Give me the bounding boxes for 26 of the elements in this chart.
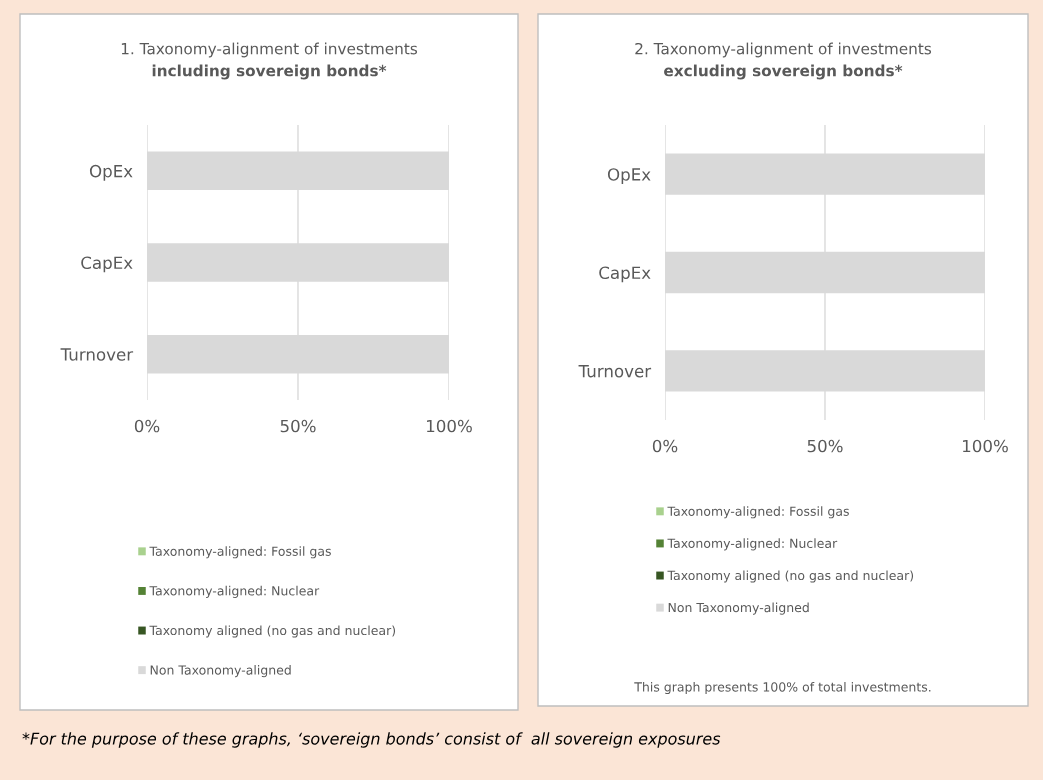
x-tick-label: 100%	[427, 419, 472, 433]
legend-label: Taxonomy-aligned: Nuclear	[149, 585, 320, 598]
x-tick-label: 0%	[652, 439, 678, 453]
x-tick-label: 0%	[134, 419, 160, 433]
chart-title: 2. Taxonomy-alignment of investments	[635, 42, 932, 58]
y-tick-label: OpEx	[89, 164, 133, 181]
y-tick-label: CapEx	[81, 256, 133, 273]
y-tick-label: CapEx	[599, 266, 651, 283]
text: *For the purpose of these graphs, ‘sovereign bonds’ consist of all sovereign exposures	[22, 732, 721, 748]
x-tick-label: 100%	[963, 439, 1008, 453]
y-tick-label: Turnover	[60, 348, 134, 361]
x-tick-label: 50%	[807, 439, 843, 453]
chart-subtitle: excluding sovereign bonds*	[664, 64, 903, 80]
legend-label: Taxonomy-aligned: Nuclear	[667, 538, 838, 551]
x-tick-label: 50%	[280, 419, 316, 433]
legend-label: Taxonomy aligned (no gas and nuclear)	[667, 570, 914, 583]
legend-label: Non Taxonomy-aligned	[668, 602, 809, 615]
chart-subtitle: including sovereign bonds*	[152, 64, 387, 80]
legend-label: Taxonomy-aligned: Fossil gas	[149, 546, 331, 559]
y-tick-label: OpEx	[607, 168, 651, 184]
chart-title: 1. Taxonomy-alignment of investments	[121, 42, 418, 58]
legend-label: Taxonomy aligned (no gas and nuclear)	[149, 625, 396, 638]
text: This graph presents 100% of total investments.	[634, 681, 931, 695]
legend-label: Non Taxonomy-aligned	[150, 665, 291, 678]
legend-label: Taxonomy-aligned: Fossil gas	[667, 506, 849, 519]
y-tick-label: Turnover	[578, 365, 652, 378]
